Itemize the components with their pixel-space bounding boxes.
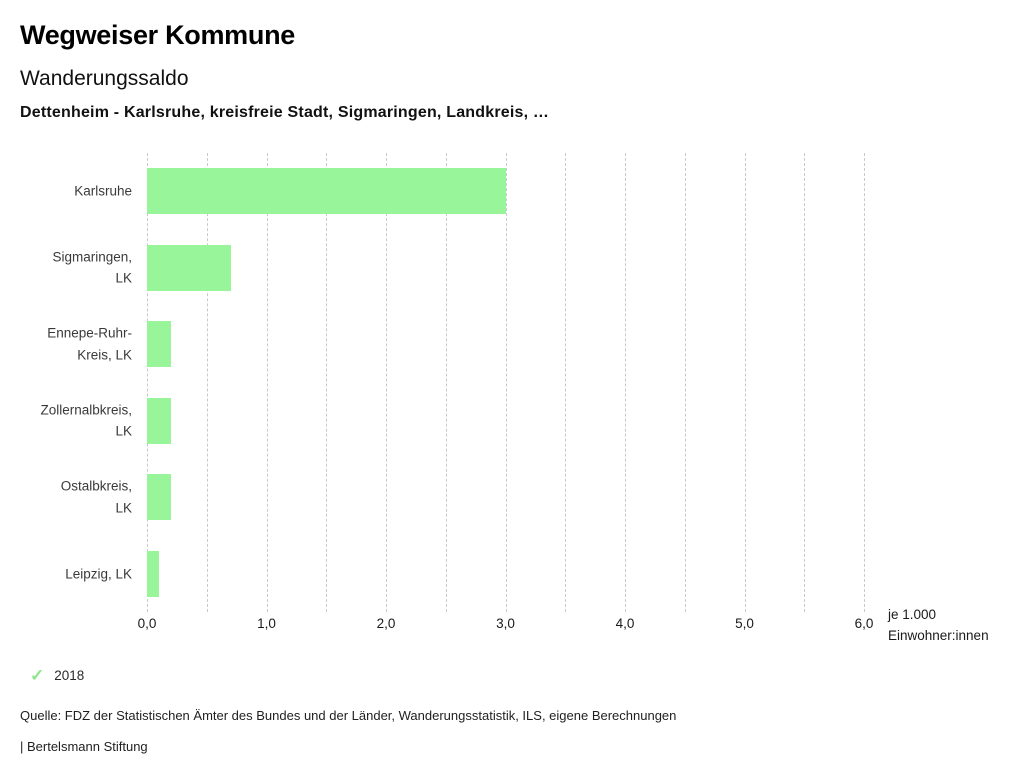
check-icon: ✓ [30,666,45,685]
chart-title: Wanderungssaldo [20,67,189,90]
source-text: Quelle: FDZ der Statistischen Ämter des … [20,708,677,723]
bar-ennepe-ruhr-kreis-lk[interactable] [147,321,171,368]
plot-area [147,153,865,612]
x-tick-label-5: 5,0 [735,616,754,631]
gridline [565,153,567,612]
attribution-text: | Bertelsmann Stiftung [20,739,148,754]
x-axis: 0,0 1,0 2,0 3,0 4,0 5,0 6,0 [138,616,874,636]
gridline [684,153,686,612]
category-label-ennepe-ruhr-kreis-lk: Ennepe-Ruhr- Kreis, LK [47,325,132,363]
legend-year-label: 2018 [54,668,85,683]
bar-karlsruhe[interactable] [147,168,506,215]
x-tick-label-3: 3,0 [496,616,515,631]
x-tick-label-1: 1,0 [257,616,276,631]
gridline [147,153,148,612]
category-label-sigmaringen-lk: Sigmaringen, LK [52,249,132,286]
category-label-karlsruhe: Karlsruhe [74,183,132,199]
gridline [445,153,447,612]
gridline [206,153,208,612]
gridline [744,153,746,612]
x-tick-label-2: 2,0 [376,616,396,631]
category-label-zollernalbkreis-lk: Zollernalbkreis, LK [40,402,132,439]
bar-ostalbkreis-lk[interactable] [147,474,171,521]
legend-item-2018[interactable]: ✓ 2018 [30,667,84,684]
gridline [625,153,626,612]
category-label-ostalbkreis-lk: Ostalbkreis, LK [60,478,132,516]
gridline [386,153,387,612]
gridline [326,153,328,612]
gridline [505,153,507,612]
bar-zollernalbkreis-lk[interactable] [147,397,171,444]
x-tick-label-0: 0,0 [137,616,157,631]
x-axis-unit-label: je 1.000 Einwohner:innen [888,607,989,643]
gridline [804,153,806,612]
app-title: Wegweiser Kommune [20,20,295,50]
x-tick-label-4: 4,0 [615,616,635,631]
category-axis: Karlsruhe Sigmaringen, LK Ennepe-Ruhr- Kreis… [0,153,140,612]
gridline [864,153,865,612]
chart-subtitle: Dettenheim - Karlsruhe, kreisfreie Stadt… [20,104,550,121]
bar-sigmaringen-lk[interactable] [147,244,231,291]
gridline [266,153,268,612]
x-tick-label-6: 6,0 [854,616,874,631]
bar-leipzig-lk[interactable] [147,550,159,597]
category-label-leipzig-lk: Leipzig, LK [65,566,132,581]
